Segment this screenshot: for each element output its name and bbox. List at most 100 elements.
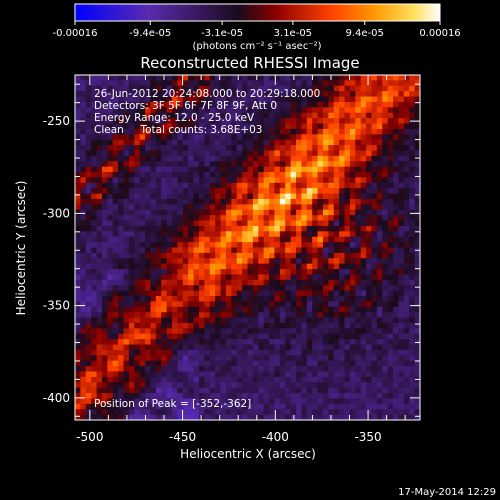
heatmap-cell [150,231,157,238]
heatmap-cell [118,134,125,141]
heatmap-cell [145,398,152,405]
heatmap-cell [349,172,356,179]
heatmap-cell [290,349,297,356]
heatmap-cell [339,91,346,98]
heatmap-cell [155,274,162,281]
heatmap-cell [247,123,254,130]
heatmap-cell [107,414,114,420]
heatmap-cell [279,134,286,141]
heatmap-cell [328,139,335,146]
heatmap-cell [225,177,232,184]
heatmap-cell [198,376,205,383]
heatmap-cell [371,123,378,130]
heatmap-cell [145,355,152,362]
heatmap-cell [75,317,81,324]
heatmap-cell [80,177,87,184]
heatmap-cell [101,366,108,373]
heatmap-cell [139,409,146,416]
heatmap-cell [403,139,410,146]
heatmap-cell [312,290,319,297]
heatmap-cell [312,139,319,146]
heatmap-cell [172,258,179,265]
heatmap-cell [409,414,416,420]
heatmap-cell [344,263,351,270]
heatmap-cell [339,279,346,286]
heatmap-cell [339,145,346,152]
heatmap-cell [231,231,238,238]
heatmap-cell [112,220,119,227]
heatmap-cell [403,118,410,125]
heatmap-cell [85,150,92,157]
heatmap-cell [387,269,394,276]
heatmap-cell [242,252,249,259]
heatmap-cell [414,285,420,292]
heatmap-cell [134,75,141,81]
heatmap-cell [242,409,249,416]
heatmap-cell [220,150,227,157]
heatmap-cell [398,123,405,130]
heatmap-cell [360,236,367,243]
heatmap-cell [134,101,141,108]
heatmap-cell [182,355,189,362]
heatmap-cell [150,252,157,259]
heatmap-cell [75,155,81,162]
heatmap-cell [220,128,227,135]
heatmap-cell [339,215,346,222]
heatmap-cell [198,398,205,405]
heatmap-cell [145,75,152,81]
heatmap-cell [182,387,189,394]
heatmap-cell [198,322,205,329]
heatmap-cell [215,220,222,227]
heatmap-cell [247,85,254,92]
heatmap-cell [75,398,81,405]
heatmap-cell [247,409,254,416]
heatmap-cell [231,274,238,281]
heatmap-cell [312,387,319,394]
heatmap-cell [209,172,216,179]
heatmap-cell [231,188,238,195]
heatmap-cell [91,414,98,420]
heatmap-cell [242,376,249,383]
heatmap-cell [355,247,362,254]
heatmap-cell [231,371,238,378]
heatmap-cell [128,91,135,98]
heatmap-cell [145,123,152,130]
heatmap-cell [306,398,313,405]
heatmap-cell [236,312,243,319]
heatmap-cell [269,274,276,281]
heatmap-cell [393,193,400,200]
heatmap-cell [371,231,378,238]
heatmap-cell [236,134,243,141]
heatmap-cell [322,322,329,329]
heatmap-cell [182,398,189,405]
heatmap-cell [393,301,400,308]
heatmap-cell [107,382,114,389]
heatmap-cell [355,398,362,405]
heatmap-cell [247,296,254,303]
heatmap-cell [360,409,367,416]
heatmap-cell [150,112,157,119]
heatmap-cell [355,145,362,152]
heatmap-cell [225,166,232,173]
heatmap-cell [344,209,351,216]
heatmap-cell [306,252,313,259]
heatmap-cell [279,220,286,227]
heatmap-cell [123,101,130,108]
heatmap-cell [306,414,313,420]
heatmap-cell [145,96,152,103]
heatmap-cell [155,139,162,146]
heatmap-cell [285,328,292,335]
heatmap-cell [344,252,351,259]
heatmap-cell [382,155,389,162]
heatmap-cell [263,150,270,157]
heatmap-cell [242,118,249,125]
heatmap-cell [366,312,373,319]
heatmap-cell [134,360,141,367]
heatmap-cell [118,355,125,362]
heatmap-cell [128,274,135,281]
heatmap-cell [306,96,313,103]
heatmap-cell [172,306,179,313]
heatmap-cell [85,236,92,243]
heatmap-cell [349,333,356,340]
heatmap-cell [150,172,157,179]
